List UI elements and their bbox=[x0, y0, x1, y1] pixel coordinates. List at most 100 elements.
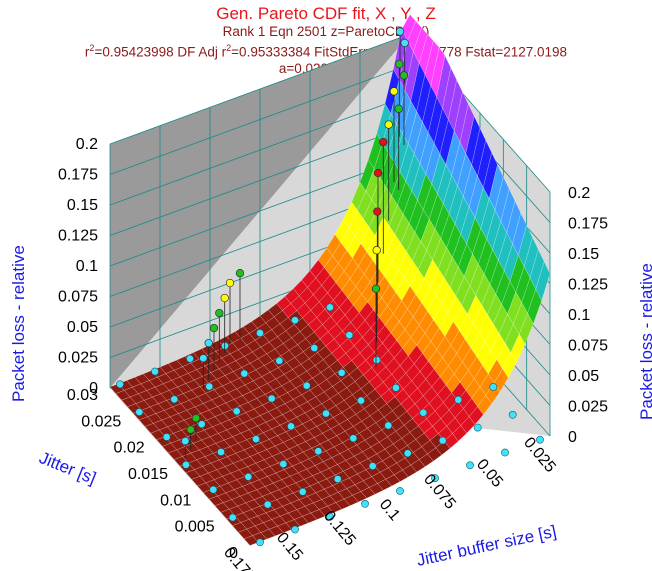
y-tick: 0.01 bbox=[160, 492, 191, 509]
data-point bbox=[267, 394, 276, 403]
data-point bbox=[349, 434, 358, 443]
data-point bbox=[209, 485, 218, 494]
data-point bbox=[186, 425, 195, 434]
data-point bbox=[389, 87, 399, 96]
data-point bbox=[256, 329, 264, 337]
z-tick-left: 0.2 bbox=[76, 136, 98, 153]
data-point bbox=[394, 104, 403, 113]
z-tick-right: 0 bbox=[568, 429, 577, 446]
data-point bbox=[373, 207, 382, 216]
z-tick-right: 0.05 bbox=[568, 368, 599, 385]
data-point bbox=[205, 382, 214, 391]
data-point bbox=[322, 409, 330, 418]
z-tick-right: 0.175 bbox=[568, 216, 608, 233]
y-tick: 0 bbox=[229, 545, 238, 562]
data-point bbox=[361, 499, 369, 508]
data-point bbox=[275, 356, 284, 365]
z-tick-right: 0.2 bbox=[568, 185, 590, 202]
data-point bbox=[357, 396, 365, 405]
data-point bbox=[384, 120, 393, 129]
data-point bbox=[291, 316, 299, 325]
x-tick: 0.075 bbox=[420, 471, 459, 513]
data-point bbox=[431, 474, 439, 483]
data-point bbox=[199, 354, 208, 363]
r2-value: =0.95423998 DF Adj r bbox=[94, 44, 227, 60]
data-point bbox=[371, 284, 381, 293]
data-point bbox=[395, 59, 404, 69]
data-point bbox=[225, 278, 235, 288]
x-tick: 0.05 bbox=[473, 456, 506, 491]
data-point bbox=[345, 331, 354, 339]
x-tick: 0.175 bbox=[220, 544, 259, 571]
data-point bbox=[396, 487, 404, 495]
data-point bbox=[419, 408, 428, 417]
data-point bbox=[333, 475, 342, 483]
data-point bbox=[372, 246, 381, 255]
data-point bbox=[252, 435, 260, 443]
z-tick-left: 0.05 bbox=[67, 319, 98, 336]
z-tick-left: 0.025 bbox=[58, 350, 98, 367]
data-point bbox=[197, 420, 206, 429]
x-tick: 0.125 bbox=[320, 508, 359, 550]
data-point bbox=[209, 323, 219, 333]
data-point bbox=[310, 344, 319, 352]
data-point bbox=[326, 303, 334, 312]
data-point bbox=[244, 472, 253, 481]
data-point bbox=[235, 269, 245, 278]
y-tick: 0.03 bbox=[67, 387, 98, 404]
z-tick-right: 0.075 bbox=[568, 338, 608, 355]
y-tick: 0.015 bbox=[128, 466, 168, 483]
data-point bbox=[191, 414, 201, 423]
data-point bbox=[263, 500, 272, 509]
z-tick-left: 0.075 bbox=[58, 289, 98, 306]
adj-r2-sup: 2 bbox=[226, 43, 232, 53]
z-tick-left: 0.15 bbox=[67, 197, 98, 214]
data-point bbox=[291, 525, 299, 534]
data-point bbox=[466, 461, 474, 470]
data-point bbox=[501, 448, 509, 457]
data-point bbox=[403, 449, 412, 458]
data-point bbox=[384, 421, 393, 430]
data-point bbox=[116, 380, 124, 389]
data-point bbox=[240, 369, 249, 378]
data-point bbox=[215, 308, 224, 318]
data-point bbox=[399, 71, 409, 80]
data-point bbox=[368, 462, 377, 470]
z-tick-left: 0.125 bbox=[58, 228, 98, 245]
data-point bbox=[287, 422, 295, 431]
data-point bbox=[302, 381, 311, 390]
data-point bbox=[372, 356, 381, 364]
data-point bbox=[400, 38, 409, 48]
data-point bbox=[217, 448, 225, 456]
data-point bbox=[314, 447, 323, 456]
data-point bbox=[182, 460, 190, 469]
data-point bbox=[256, 538, 264, 547]
data-point bbox=[204, 338, 213, 348]
x-tick: 0.025 bbox=[520, 434, 559, 476]
data-point bbox=[326, 512, 334, 521]
z-tick-right: 0.15 bbox=[568, 246, 599, 263]
y-tick: 0.02 bbox=[114, 440, 145, 457]
z-axis-label-right: Packet loss - relative bbox=[637, 263, 652, 420]
data-point bbox=[536, 435, 544, 444]
data-point bbox=[379, 137, 388, 147]
data-point bbox=[135, 408, 144, 416]
data-point bbox=[298, 487, 307, 496]
data-point bbox=[454, 395, 463, 404]
z-axis-label-left: Packet loss - relative bbox=[9, 245, 28, 402]
data-point bbox=[337, 368, 346, 377]
data-point bbox=[186, 354, 194, 363]
r2-prefix: r bbox=[84, 44, 90, 60]
data-point bbox=[489, 383, 498, 391]
data-point bbox=[373, 168, 383, 178]
data-point bbox=[162, 433, 171, 441]
data-point bbox=[473, 423, 482, 432]
data-point bbox=[508, 410, 517, 419]
r2-sup: 2 bbox=[89, 43, 95, 53]
y-tick: 0.005 bbox=[175, 519, 215, 536]
data-point bbox=[232, 407, 241, 416]
data-point bbox=[181, 436, 190, 446]
y-axis-label: Jitter [s] bbox=[37, 448, 99, 488]
data-point bbox=[151, 367, 159, 376]
